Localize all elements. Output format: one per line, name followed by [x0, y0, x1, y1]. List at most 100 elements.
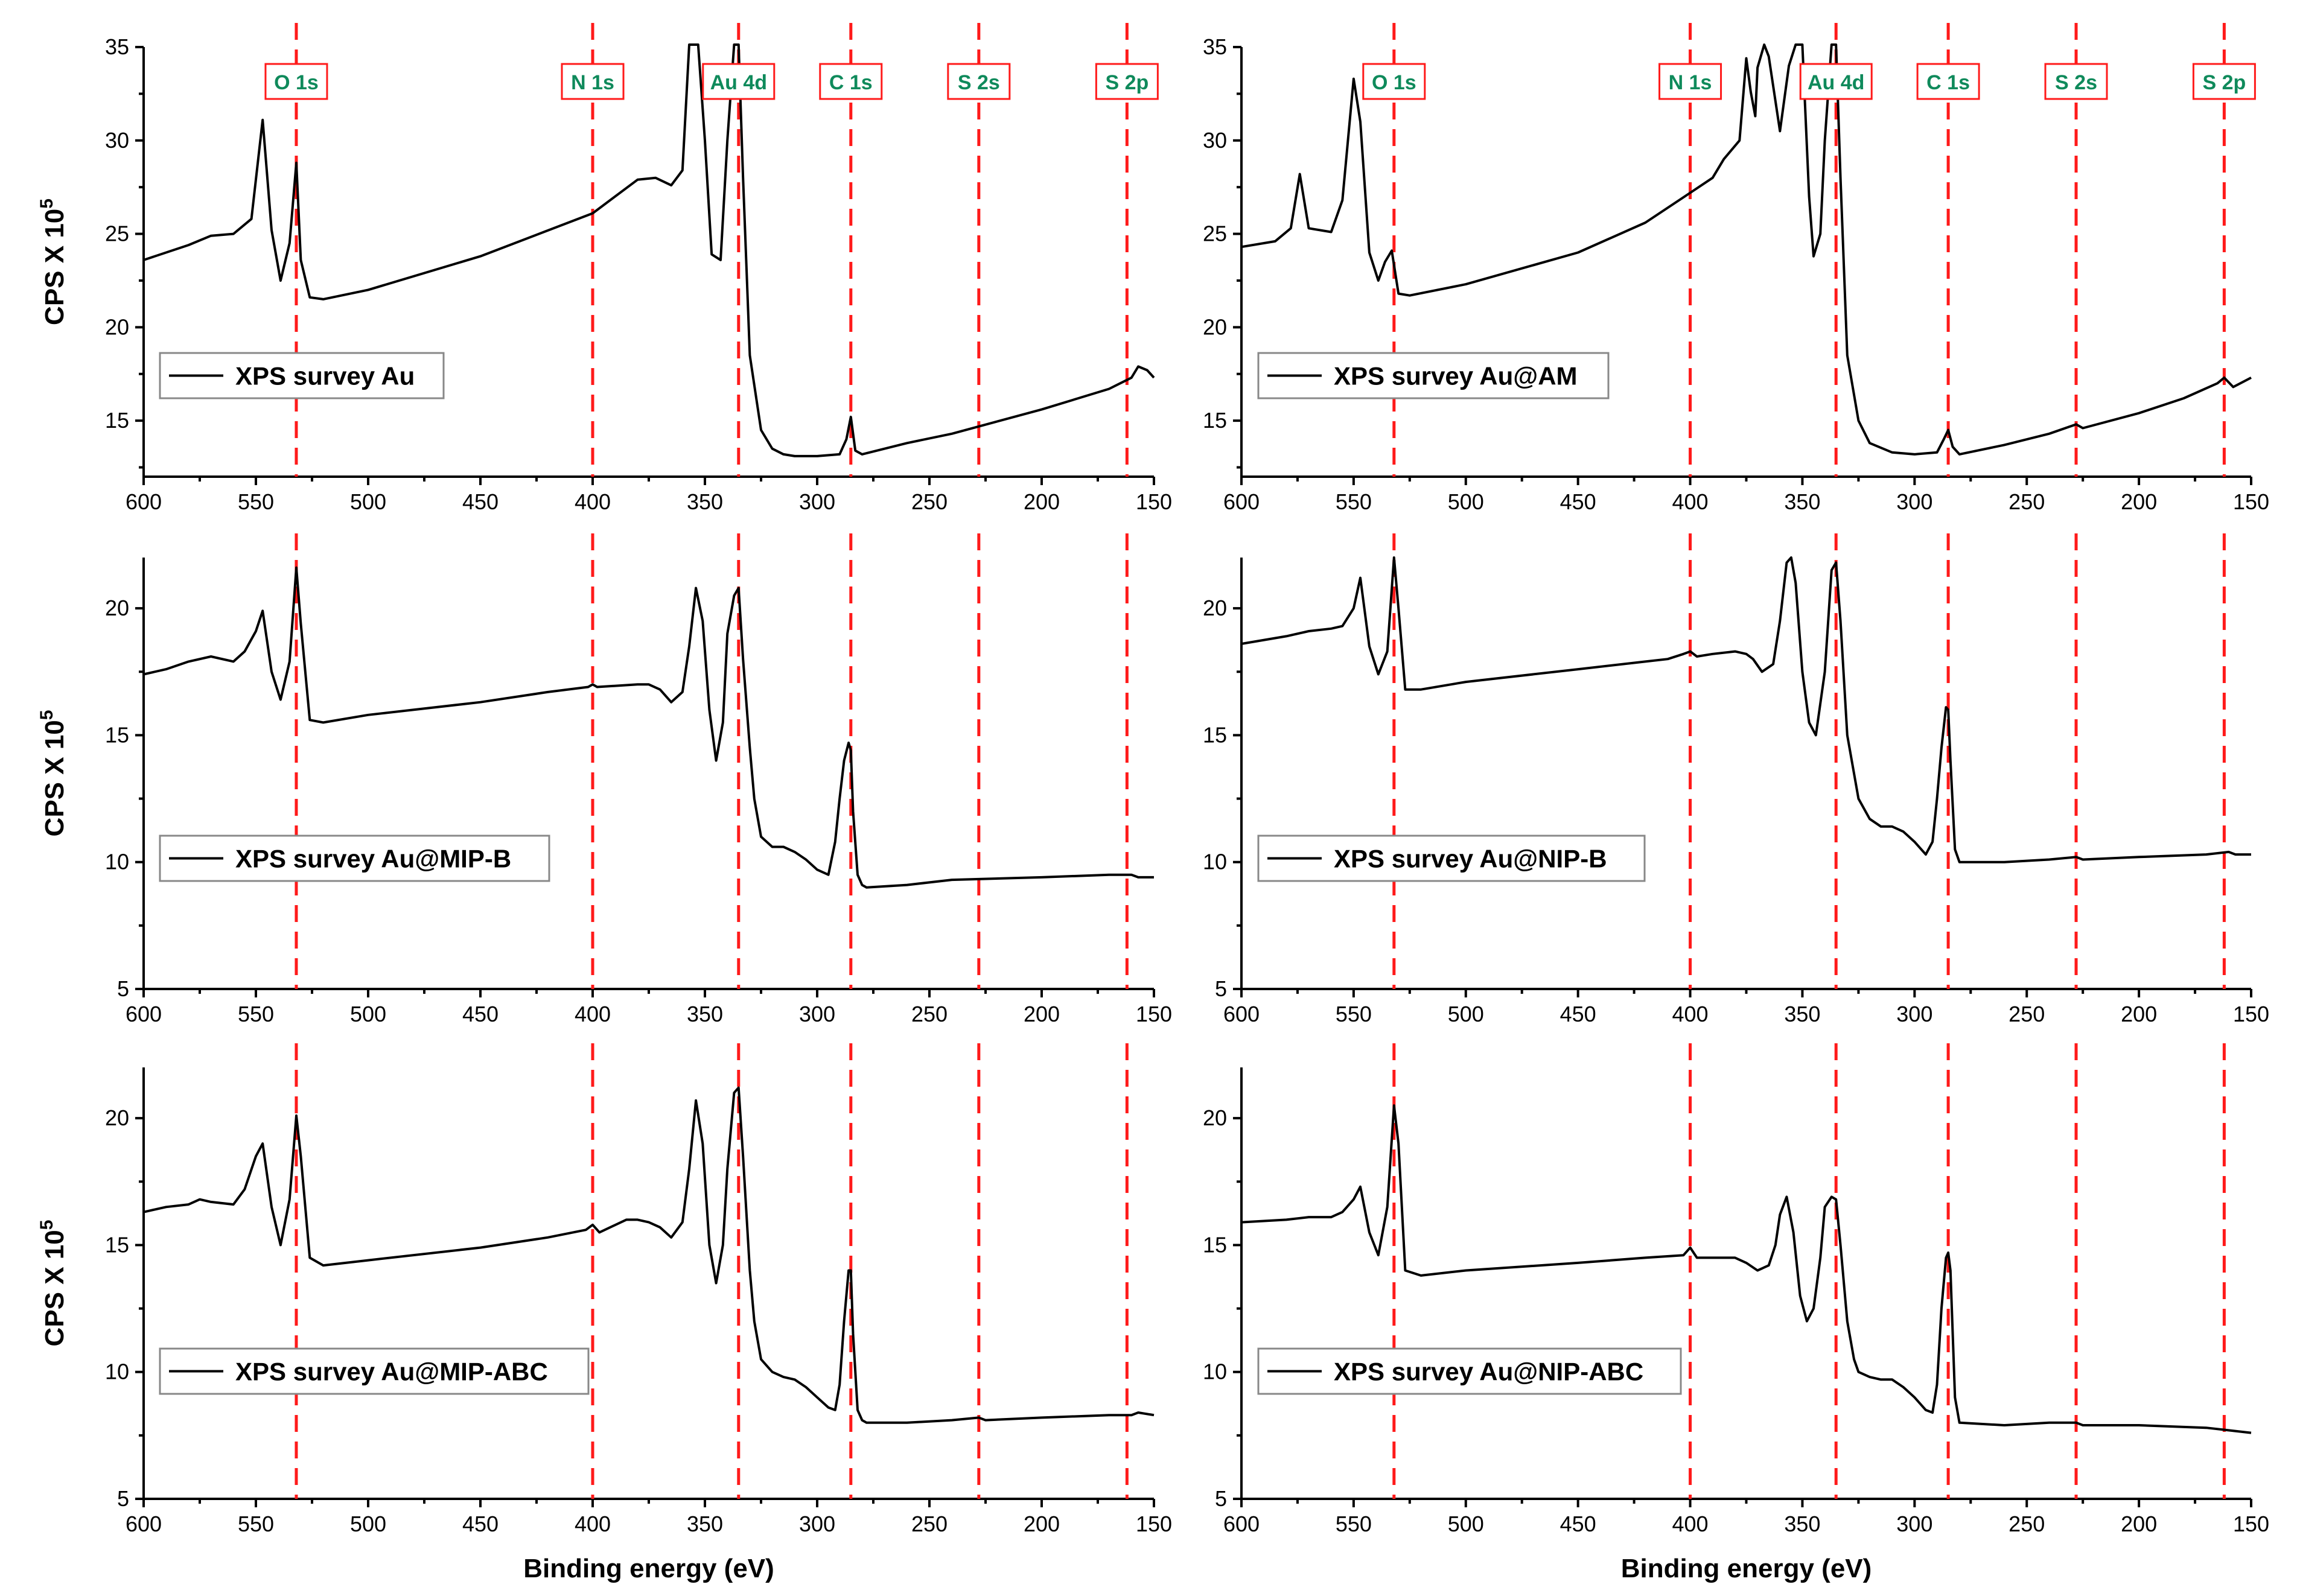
x-tick-label: 200: [2121, 489, 2157, 514]
y-axis-title-exponent: 5: [37, 710, 57, 720]
peak-label-au-4d: Au 4d: [1799, 63, 1873, 100]
y-tick-label: 30: [1203, 128, 1227, 153]
x-tick-label: 400: [575, 1512, 611, 1536]
peak-label-au-4d: Au 4d: [702, 63, 776, 100]
y-axis-title: CPS X 105: [37, 199, 69, 325]
x-tick-label: 550: [238, 1002, 274, 1026]
legend-label: XPS survey Au@NIP-ABC: [1334, 1358, 1643, 1386]
y-axis-title: CPS X 105: [37, 710, 69, 837]
x-tick-label: 600: [126, 489, 162, 514]
peak-label-n-1s: N 1s: [1658, 63, 1722, 100]
peak-label-box: [2044, 63, 2108, 100]
legend: XPS survey Au@NIP-ABC: [1257, 1347, 1682, 1395]
x-tick-label: 150: [2233, 489, 2269, 514]
spectrum-line: [143, 566, 1154, 889]
y-tick-label: 25: [1203, 221, 1227, 246]
x-tick-label: 450: [462, 1512, 499, 1536]
x-tick-label: 600: [126, 1002, 162, 1026]
peak-label-n-1s: N 1s: [561, 63, 625, 100]
peak-label-s-2s: S 2s: [2044, 63, 2108, 100]
x-tick-label: 500: [350, 1512, 386, 1536]
y-tick-label: 15: [105, 1232, 129, 1257]
x-tick-label: 450: [1560, 1512, 1596, 1536]
y-axis-title-base: CPS X 10: [40, 209, 69, 325]
y-tick-label: 10: [1203, 850, 1227, 874]
legend: XPS survey Au@MIP-B: [159, 835, 550, 882]
peak-label-c-1s: C 1s: [1916, 63, 1980, 100]
x-tick-label: 400: [1672, 1002, 1709, 1026]
x-tick-label: 250: [911, 489, 948, 514]
legend: XPS survey Au@NIP-B: [1257, 835, 1646, 882]
x-tick-label: 300: [1896, 489, 1932, 514]
legend: XPS survey Au: [159, 352, 445, 399]
legend-label: XPS survey Au: [235, 362, 415, 390]
x-tick-label: 400: [575, 489, 611, 514]
y-tick-label: 30: [105, 128, 129, 153]
legend: XPS survey Au@AM: [1257, 352, 1610, 399]
peak-label-o-1s: O 1s: [1362, 63, 1426, 100]
x-tick-label: 550: [1336, 489, 1372, 514]
legend-label: XPS survey Au@AM: [1334, 362, 1578, 390]
peak-label-s-2p: S 2p: [2192, 63, 2256, 100]
x-tick-label: 250: [2009, 1002, 2045, 1026]
legend-box: [159, 1347, 590, 1395]
x-tick-label: 200: [1024, 1002, 1060, 1026]
y-tick-label: 20: [1203, 596, 1227, 620]
x-tick-label: 600: [1223, 489, 1260, 514]
spectrum-line: [1241, 43, 2252, 456]
y-tick-label: 20: [105, 314, 129, 339]
peak-label-text: S 2p: [2202, 71, 2246, 94]
y-tick-label: 15: [105, 722, 129, 747]
x-tick-label: 250: [2009, 1512, 2045, 1536]
x-tick-label: 550: [238, 489, 274, 514]
peak-label-text: N 1s: [571, 71, 614, 94]
peak-label-text: C 1s: [1926, 71, 1970, 94]
peak-label-box: [2192, 63, 2256, 100]
x-tick-label: 550: [1336, 1512, 1372, 1536]
x-tick-label: 500: [1448, 1512, 1484, 1536]
y-tick-label: 20: [105, 596, 129, 620]
x-tick-label: 450: [1560, 1002, 1596, 1026]
x-tick-label: 250: [911, 1002, 948, 1026]
legend-label: XPS survey Au@NIP-B: [1334, 845, 1607, 873]
x-tick-label: 550: [238, 1512, 274, 1536]
legend-box: [1257, 1347, 1682, 1395]
x-tick-label: 400: [1672, 489, 1709, 514]
y-tick-label: 35: [105, 34, 129, 59]
x-tick-label: 300: [799, 1512, 835, 1536]
panel-2: 600 550 500 450 400 350 300 250 200 150 15 20 25 30 35…: [1203, 23, 2269, 514]
legend-box: [159, 835, 550, 882]
peak-label-box: [1095, 63, 1159, 100]
spectrum-line: [143, 43, 1155, 457]
x-axis-title: Binding energy (eV): [1621, 1554, 1872, 1583]
x-tick-label: 300: [1896, 1002, 1932, 1026]
x-tick-label: 150: [1136, 1002, 1172, 1026]
peak-label-text: S 2s: [2055, 71, 2097, 94]
peak-label-s-2p: S 2p: [1095, 63, 1159, 100]
x-tick-label: 600: [1223, 1002, 1260, 1026]
y-tick-label: 5: [117, 1486, 129, 1511]
x-tick-label: 350: [1784, 1002, 1820, 1026]
peak-label-text: Au 4d: [1808, 71, 1864, 94]
peak-label-box: [1362, 63, 1426, 100]
x-tick-label: 200: [2121, 1512, 2157, 1536]
y-tick-label: 10: [105, 850, 129, 874]
x-tick-label: 300: [1896, 1512, 1932, 1536]
peak-label-s-2s: S 2s: [947, 63, 1011, 100]
x-tick-label: 500: [350, 489, 386, 514]
x-tick-label: 350: [687, 1002, 723, 1026]
x-tick-label: 400: [1672, 1512, 1709, 1536]
peak-label-text: S 2s: [958, 71, 1000, 94]
peak-label-box: [561, 63, 625, 100]
x-tick-label: 300: [799, 489, 835, 514]
x-tick-label: 500: [350, 1002, 386, 1026]
peak-label-text: N 1s: [1669, 71, 1712, 94]
x-tick-label: 250: [911, 1512, 948, 1536]
x-tick-label: 400: [575, 1002, 611, 1026]
y-tick-label: 20: [1203, 314, 1227, 339]
x-tick-label: 150: [2233, 1002, 2269, 1026]
spectrum-line: [1241, 556, 2251, 863]
y-tick-label: 20: [105, 1105, 129, 1130]
peak-label-box: [1916, 63, 1980, 100]
x-tick-label: 350: [1784, 1512, 1820, 1536]
